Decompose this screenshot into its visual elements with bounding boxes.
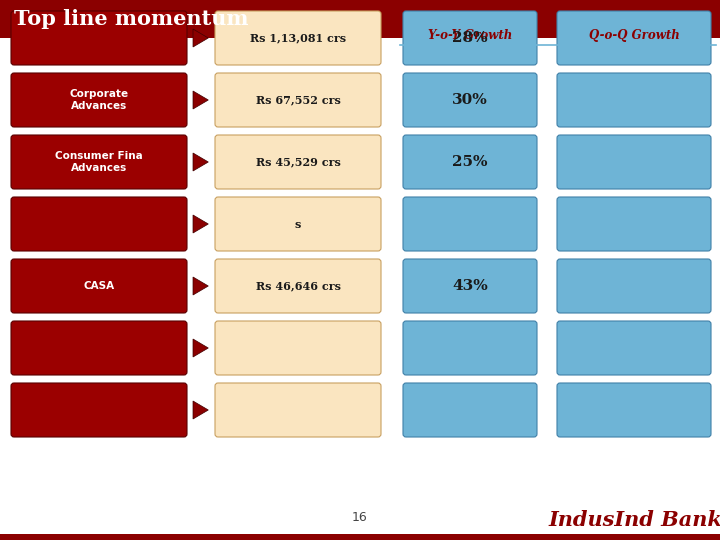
Text: Consumer Fina
Advances: Consumer Fina Advances [55,151,143,173]
FancyBboxPatch shape [557,11,711,65]
FancyBboxPatch shape [557,321,711,375]
Text: 43%: 43% [452,279,488,293]
FancyBboxPatch shape [0,0,720,38]
FancyBboxPatch shape [11,197,187,251]
FancyBboxPatch shape [11,383,187,437]
Text: Rs 45,529 crs: Rs 45,529 crs [256,157,341,167]
Text: 28%: 28% [452,31,488,45]
Polygon shape [193,339,208,357]
FancyBboxPatch shape [215,73,381,127]
FancyBboxPatch shape [11,135,187,189]
Polygon shape [193,215,208,233]
FancyBboxPatch shape [557,259,711,313]
Polygon shape [193,29,208,47]
FancyBboxPatch shape [215,197,381,251]
Text: CASA: CASA [84,281,114,291]
Text: 25%: 25% [452,155,487,169]
FancyBboxPatch shape [557,135,711,189]
FancyBboxPatch shape [403,383,537,437]
FancyBboxPatch shape [11,11,187,65]
FancyBboxPatch shape [557,383,711,437]
Text: IndusInd Bank: IndusInd Bank [548,510,720,530]
FancyBboxPatch shape [215,259,381,313]
FancyBboxPatch shape [215,383,381,437]
Polygon shape [193,401,208,419]
FancyBboxPatch shape [403,73,537,127]
FancyBboxPatch shape [11,259,187,313]
Polygon shape [193,91,208,109]
FancyBboxPatch shape [403,11,537,65]
FancyBboxPatch shape [0,534,720,540]
Text: Top line momentum: Top line momentum [14,9,248,29]
Text: s: s [294,219,301,230]
FancyBboxPatch shape [403,321,537,375]
FancyBboxPatch shape [557,73,711,127]
Polygon shape [193,153,208,171]
FancyBboxPatch shape [215,11,381,65]
FancyBboxPatch shape [557,197,711,251]
FancyBboxPatch shape [403,197,537,251]
Text: Corporate
Advances: Corporate Advances [69,89,129,111]
Text: Q-o-Q Growth: Q-o-Q Growth [589,29,680,42]
Polygon shape [193,277,208,295]
Text: Rs 1,13,081 crs: Rs 1,13,081 crs [250,32,346,44]
FancyBboxPatch shape [403,135,537,189]
Text: Rs 46,646 crs: Rs 46,646 crs [256,280,341,292]
FancyBboxPatch shape [215,135,381,189]
FancyBboxPatch shape [215,321,381,375]
Text: 30%: 30% [452,93,488,107]
Text: 16: 16 [352,511,368,524]
Text: Rs 67,552 crs: Rs 67,552 crs [256,94,341,105]
Text: Y-o-Y Growth: Y-o-Y Growth [428,29,512,42]
FancyBboxPatch shape [11,73,187,127]
FancyBboxPatch shape [11,321,187,375]
FancyBboxPatch shape [403,259,537,313]
